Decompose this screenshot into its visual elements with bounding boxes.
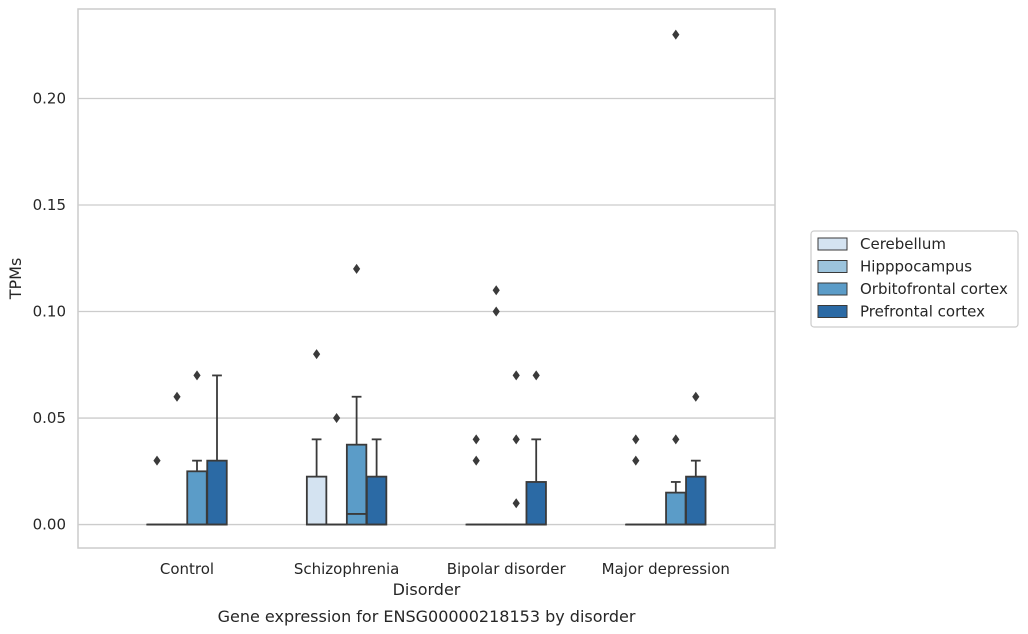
outlier-point	[672, 434, 680, 445]
box-group	[665, 29, 687, 526]
box-group	[465, 434, 487, 526]
outlier-point	[512, 498, 520, 509]
grid-layer	[78, 97, 775, 526]
box	[525, 481, 547, 526]
y-axis-label: TPMs	[6, 258, 25, 301]
y-tick-label: 0.00	[33, 516, 66, 534]
outlier-point	[173, 391, 181, 402]
box-group	[206, 374, 228, 526]
legend-label: Prefrontal cortex	[860, 303, 985, 321]
box-group	[166, 391, 188, 526]
box-group	[345, 263, 368, 526]
y-tick-label: 0.10	[33, 303, 66, 321]
x-axis-label: Disorder	[393, 580, 461, 599]
legend-swatch	[817, 305, 848, 318]
box-group	[305, 349, 328, 526]
outlier-point	[492, 306, 500, 317]
box	[186, 470, 208, 526]
legend-label: Cerebellum	[860, 235, 946, 253]
outlier-point	[193, 370, 201, 381]
outlier-point	[153, 455, 161, 466]
x-tick-label: Major depression	[602, 560, 730, 578]
box	[206, 459, 228, 526]
box	[365, 475, 388, 526]
outlier-point	[333, 413, 341, 424]
outlier-point	[512, 370, 520, 381]
box-group	[625, 434, 647, 526]
legend-swatch	[817, 237, 848, 251]
x-tick-label: Control	[160, 560, 214, 578]
outlier-point	[472, 434, 480, 445]
y-tick-label: 0.20	[33, 89, 66, 107]
x-tick-label: Bipolar disorder	[447, 560, 567, 578]
outlier-point	[632, 434, 640, 445]
box-group	[186, 370, 208, 526]
plot-frame	[77, 8, 776, 549]
box-group	[485, 285, 507, 526]
box-group	[685, 391, 707, 526]
outlier-point	[313, 349, 321, 360]
x-tick-label: Schizophrenia	[294, 560, 399, 578]
box-layer	[146, 29, 707, 526]
box-group	[525, 370, 547, 526]
box-group	[146, 455, 168, 526]
legend-swatch	[817, 260, 848, 273]
legend-frame	[810, 230, 1019, 328]
outlier-point	[512, 434, 520, 445]
legend: Cerebellum Hipppocampus Orbitofrontal cort…	[810, 230, 1019, 328]
y-tick-label: 0.15	[33, 196, 66, 214]
box	[665, 491, 687, 526]
outlier-point	[632, 455, 640, 466]
y-tick-label: 0.05	[33, 409, 66, 427]
outlier-point	[532, 370, 540, 381]
outlier-point	[692, 391, 700, 402]
box	[345, 443, 368, 526]
y-tick-labels: 0.00 0.05 0.10 0.15 0.20	[33, 89, 66, 533]
chart-caption: Gene expression for ENSG00000218153 by d…	[218, 607, 636, 626]
outlier-point	[472, 455, 480, 466]
legend-label: Orbitofrontal cortex	[860, 280, 1008, 298]
legend-swatch	[817, 282, 848, 296]
legend-label: Hipppocampus	[860, 258, 972, 276]
box	[685, 475, 707, 526]
outlier-point	[353, 263, 361, 274]
box-group	[365, 438, 388, 526]
box-group	[505, 370, 527, 526]
box	[305, 475, 328, 526]
box-group	[325, 413, 348, 526]
outlier-point	[672, 29, 680, 40]
outlier-point	[492, 285, 500, 296]
x-tick-labels: Control Schizophrenia Bipolar disorder Majo…	[160, 560, 730, 578]
